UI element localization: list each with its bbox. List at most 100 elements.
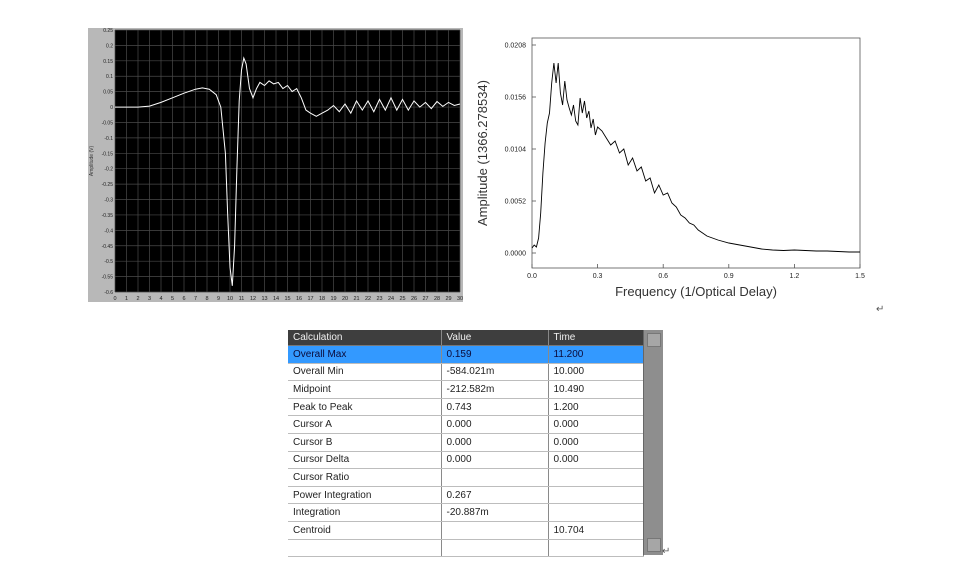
cell-time [548, 468, 644, 487]
y-axis-label: Amplitude (V) [89, 146, 95, 177]
y-tick-label: 0.0000 [505, 251, 527, 258]
scroll-down-button[interactable] [647, 538, 661, 552]
x-tick-label: 5 [171, 296, 174, 302]
y-tick-label: 0.2 [106, 43, 113, 49]
x-tick-label: 0.0 [527, 273, 537, 280]
cell-calculation [288, 539, 442, 558]
cell-calculation: Integration [288, 503, 442, 522]
cell-calculation: Midpoint [288, 380, 442, 399]
cell-time [548, 486, 644, 505]
x-axis-label: Frequency (1/Optical Delay) [615, 284, 777, 299]
y-tick-label: 0.25 [103, 28, 113, 34]
paragraph-mark: ↵ [876, 304, 885, 315]
cell-calculation: Overall Min [288, 363, 442, 382]
calculation-table: Calculation Value Time Overall Max 0.159 1… [288, 330, 644, 558]
cell-calculation: Cursor B [288, 433, 442, 452]
x-tick-label: 10 [227, 296, 233, 302]
frequency-spectrum-plot: 0.0 0.3 0.6 0.9 1.2 1.5 0.0000 0.0052 0.0104 0.01… [475, 37, 865, 299]
x-tick-label: 30 [457, 296, 463, 302]
column-header-time[interactable]: Time [548, 330, 644, 346]
y-tick-label: 0.0104 [505, 147, 527, 154]
y-tick-label: -0.55 [102, 275, 114, 281]
table-row[interactable]: Cursor A 0.000 0.000 [288, 415, 644, 434]
x-tick-label: 14 [273, 296, 279, 302]
x-tick-label: 0.9 [724, 273, 734, 280]
cell-time: 10.000 [548, 363, 644, 382]
cell-time: 11.200 [548, 345, 644, 364]
x-tick-label: 16 [296, 296, 302, 302]
table-row[interactable]: Peak to Peak 0.743 1.200 [288, 398, 644, 417]
x-tick-label: 27 [422, 296, 428, 302]
cell-time [548, 503, 644, 522]
x-tick-label: 24 [388, 296, 394, 302]
cell-calculation: Centroid [288, 521, 442, 540]
cell-value: -584.021m [441, 363, 549, 382]
x-tick-label: 1 [125, 296, 128, 302]
cell-calculation: Overall Max [288, 345, 442, 364]
cell-time: 0.000 [548, 415, 644, 434]
cell-time: 1.200 [548, 398, 644, 417]
x-tick-label: 21 [353, 296, 359, 302]
cell-value: 0.743 [441, 398, 549, 417]
y-tick-label: -0.5 [104, 259, 113, 265]
x-tick-label: 9 [217, 296, 220, 302]
time-domain-chart: 0 1 2 3 4 5 6 7 8 9 10 11 12 13 14 15 16 17 18 19 20 21 22 23 24… [88, 28, 463, 302]
table-scrollbar[interactable] [643, 330, 663, 555]
time-domain-plot: 0 1 2 3 4 5 6 7 8 9 10 11 12 13 14 15 16 17 18 19 20 21 22 23 24… [89, 28, 463, 302]
cell-time: 10.490 [548, 380, 644, 399]
x-tick-label: 1.2 [790, 273, 800, 280]
cell-value: 0.000 [441, 433, 549, 452]
y-tick-label: -0.4 [104, 228, 113, 234]
x-tick-label: 23 [376, 296, 382, 302]
column-header-calculation[interactable]: Calculation [288, 330, 442, 346]
table-row[interactable]: Overall Max 0.159 11.200 [288, 345, 644, 364]
frequency-spectrum-chart: 0.0 0.3 0.6 0.9 1.2 1.5 0.0000 0.0052 0.0104 0.01… [470, 28, 890, 308]
cell-calculation: Cursor Delta [288, 451, 442, 470]
x-tick-label: 29 [445, 296, 451, 302]
y-tick-label: 0.0156 [505, 95, 527, 102]
x-tick-label: 6 [182, 296, 185, 302]
table-row[interactable]: Centroid 10.704 [288, 521, 644, 540]
column-header-value[interactable]: Value [441, 330, 549, 346]
x-tick-label: 17 [307, 296, 313, 302]
cell-value: 0.000 [441, 415, 549, 434]
calculation-table-panel: Calculation Value Time Overall Max 0.159 1… [288, 330, 663, 558]
table-row[interactable]: Cursor B 0.000 0.000 [288, 433, 644, 452]
table-row[interactable]: Cursor Ratio [288, 468, 644, 487]
scroll-up-button[interactable] [647, 333, 661, 347]
signal-line [115, 56, 461, 286]
y-tick-label: 0.05 [103, 90, 113, 96]
table-row[interactable]: Midpoint -212.582m 10.490 [288, 380, 644, 399]
x-tick-label: 25 [399, 296, 405, 302]
y-axis-label: Amplitude (1366.278534) [475, 80, 490, 226]
y-tick-label: -0.6 [104, 290, 113, 296]
x-tick-label: 3 [148, 296, 151, 302]
spectrum-line [531, 62, 860, 253]
x-tick-label: 4 [159, 296, 162, 302]
cell-time: 0.000 [548, 433, 644, 452]
y-tick-label: 0.0052 [505, 199, 527, 206]
cell-time: 10.704 [548, 521, 644, 540]
y-tick-label: -0.45 [102, 244, 114, 250]
x-tick-label: 8 [205, 296, 208, 302]
cell-value [441, 521, 549, 540]
cell-calculation: Peak to Peak [288, 398, 442, 417]
table-row[interactable]: Power Integration 0.267 [288, 486, 644, 505]
plot-frame [531, 37, 861, 269]
x-tick-label: 28 [434, 296, 440, 302]
x-tick-label: 2 [136, 296, 139, 302]
cell-calculation: Power Integration [288, 486, 442, 505]
cell-value: -20.887m [441, 503, 549, 522]
x-tick-label: 22 [365, 296, 371, 302]
table-header-row: Calculation Value Time [288, 330, 644, 346]
cell-value [441, 539, 549, 558]
y-tick-label: 0.1 [106, 74, 113, 80]
x-tick-label: 15 [284, 296, 290, 302]
x-tick-label: 19 [330, 296, 336, 302]
cell-value: 0.159 [441, 345, 549, 364]
table-row[interactable]: Integration -20.887m [288, 503, 644, 522]
table-row[interactable]: Overall Min -584.021m 10.000 [288, 363, 644, 382]
paragraph-mark-table: ↵ [662, 546, 671, 557]
table-row[interactable] [288, 539, 644, 558]
table-row[interactable]: Cursor Delta 0.000 0.000 [288, 451, 644, 470]
